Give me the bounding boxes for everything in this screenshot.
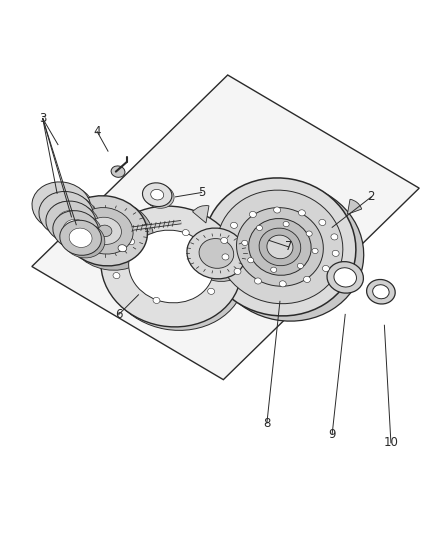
Ellipse shape <box>222 254 229 260</box>
Polygon shape <box>32 75 419 379</box>
Ellipse shape <box>367 279 395 304</box>
Text: 4: 4 <box>93 125 101 138</box>
Ellipse shape <box>267 235 293 259</box>
Text: 10: 10 <box>384 437 398 449</box>
Ellipse shape <box>35 184 94 233</box>
Ellipse shape <box>57 211 85 233</box>
Ellipse shape <box>113 272 120 279</box>
Ellipse shape <box>88 217 121 245</box>
Ellipse shape <box>105 209 246 330</box>
Ellipse shape <box>32 182 91 231</box>
Text: 3: 3 <box>39 112 46 125</box>
Text: 9: 9 <box>328 427 336 441</box>
Ellipse shape <box>46 201 96 243</box>
Ellipse shape <box>223 254 229 261</box>
Ellipse shape <box>247 257 254 263</box>
Ellipse shape <box>39 191 94 237</box>
Ellipse shape <box>57 213 102 252</box>
Ellipse shape <box>69 200 153 270</box>
Ellipse shape <box>118 245 127 252</box>
Ellipse shape <box>283 221 289 227</box>
Ellipse shape <box>332 251 339 256</box>
Ellipse shape <box>53 211 99 249</box>
Ellipse shape <box>304 276 311 282</box>
Text: 5: 5 <box>198 186 205 199</box>
Ellipse shape <box>45 193 78 220</box>
Text: 6: 6 <box>115 308 123 321</box>
Ellipse shape <box>77 207 133 254</box>
Ellipse shape <box>334 268 357 287</box>
Ellipse shape <box>259 228 301 265</box>
Ellipse shape <box>217 190 343 304</box>
Ellipse shape <box>204 178 356 316</box>
Ellipse shape <box>319 220 326 225</box>
Ellipse shape <box>145 184 174 208</box>
Ellipse shape <box>187 228 246 279</box>
Text: 2: 2 <box>367 190 375 204</box>
Ellipse shape <box>63 196 148 266</box>
Wedge shape <box>347 199 362 214</box>
Ellipse shape <box>279 281 286 287</box>
Ellipse shape <box>101 206 241 327</box>
Ellipse shape <box>234 268 241 274</box>
Ellipse shape <box>373 285 389 299</box>
Ellipse shape <box>242 240 248 246</box>
Ellipse shape <box>51 201 81 227</box>
Ellipse shape <box>69 228 92 247</box>
Ellipse shape <box>254 278 261 284</box>
Ellipse shape <box>63 220 88 240</box>
Ellipse shape <box>98 225 112 237</box>
Ellipse shape <box>255 234 268 245</box>
Ellipse shape <box>151 189 164 200</box>
Ellipse shape <box>42 194 97 240</box>
Ellipse shape <box>153 297 160 303</box>
Ellipse shape <box>142 183 172 207</box>
Ellipse shape <box>111 166 125 177</box>
Ellipse shape <box>221 237 228 244</box>
Wedge shape <box>193 206 209 223</box>
Ellipse shape <box>49 204 99 246</box>
Ellipse shape <box>199 239 234 268</box>
Ellipse shape <box>306 231 312 236</box>
Ellipse shape <box>256 225 262 231</box>
Ellipse shape <box>297 263 304 269</box>
Ellipse shape <box>331 234 338 240</box>
Ellipse shape <box>271 267 277 272</box>
Ellipse shape <box>298 210 305 216</box>
Ellipse shape <box>191 231 249 281</box>
Ellipse shape <box>312 248 318 254</box>
Ellipse shape <box>127 239 134 245</box>
Ellipse shape <box>322 265 329 271</box>
Ellipse shape <box>63 223 105 258</box>
Ellipse shape <box>327 262 364 293</box>
Ellipse shape <box>237 208 323 286</box>
Ellipse shape <box>182 230 189 236</box>
Ellipse shape <box>249 212 256 217</box>
Ellipse shape <box>230 222 237 229</box>
Text: 7: 7 <box>285 240 293 253</box>
Ellipse shape <box>274 207 281 213</box>
Text: 8: 8 <box>263 417 271 430</box>
Ellipse shape <box>212 183 364 321</box>
Ellipse shape <box>249 219 311 276</box>
Ellipse shape <box>60 220 101 255</box>
Ellipse shape <box>129 230 214 303</box>
Ellipse shape <box>208 288 215 294</box>
